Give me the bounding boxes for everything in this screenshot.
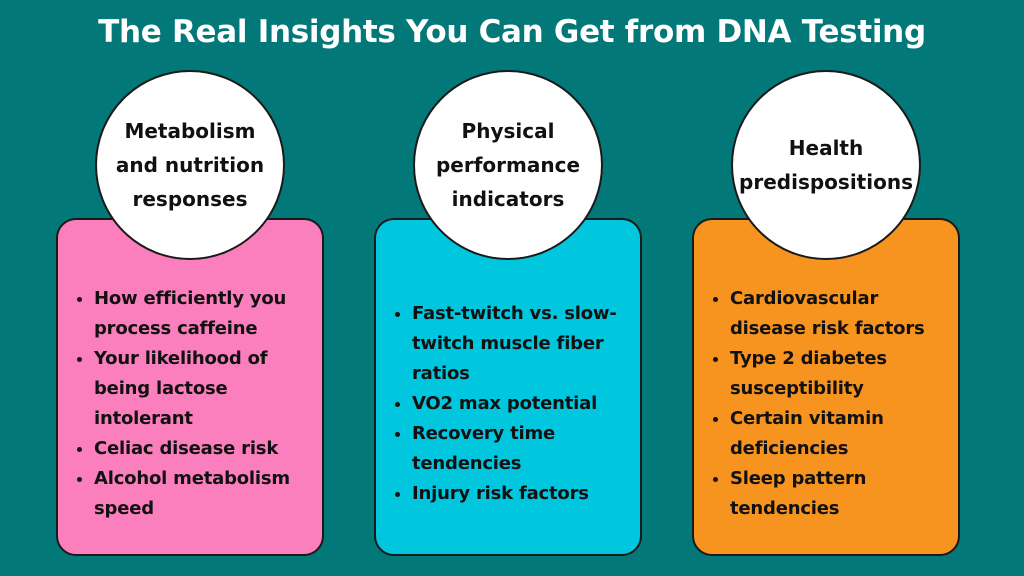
list-item: Fast-twitch vs. slow-twitch muscle fiber… xyxy=(412,299,630,389)
card: Cardiovascular disease risk factorsType … xyxy=(692,218,960,556)
page-title: The Real Insights You Can Get from DNA T… xyxy=(98,14,926,50)
item-list: Fast-twitch vs. slow-twitch muscle fiber… xyxy=(390,299,630,509)
heading-circle: Physical performance indicators xyxy=(413,70,603,260)
list-item: How efficiently you process caffeine xyxy=(94,284,312,344)
item-list: How efficiently you process caffeineYour… xyxy=(72,284,312,524)
card-heading: Metabolism and nutrition responses xyxy=(115,119,265,211)
list-item: Recovery time tendencies xyxy=(412,419,630,479)
card-heading: Health predispositions xyxy=(739,136,913,194)
heading-circle: Health predispositions xyxy=(731,70,921,260)
list-item: Celiac disease risk xyxy=(94,434,312,464)
heading-circle: Metabolism and nutrition responses xyxy=(95,70,285,260)
list-item: Your likelihood of being lactose intoler… xyxy=(94,344,312,434)
list-item: Injury risk factors xyxy=(412,479,630,509)
card: Fast-twitch vs. slow-twitch muscle fiber… xyxy=(374,218,642,556)
item-list: Cardiovascular disease risk factorsType … xyxy=(708,284,948,524)
list-item: Cardiovascular disease risk factors xyxy=(730,284,948,344)
list-item: Sleep pattern tendencies xyxy=(730,464,948,524)
card-heading: Physical performance indicators xyxy=(435,119,581,211)
list-item: Certain vitamin deficiencies xyxy=(730,404,948,464)
list-item: Alcohol metabolism speed xyxy=(94,464,312,524)
card: How efficiently you process caffeineYour… xyxy=(56,218,324,556)
list-item: Type 2 diabetes susceptibility xyxy=(730,344,948,404)
list-item: VO2 max potential xyxy=(412,389,630,419)
